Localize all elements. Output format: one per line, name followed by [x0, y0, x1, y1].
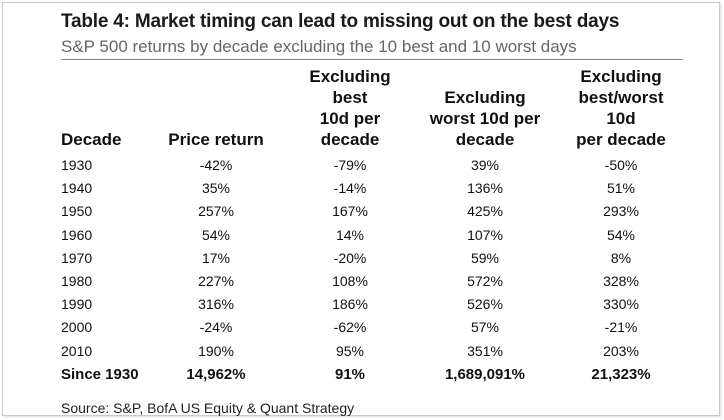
excl-worst-cell: 351% — [467, 342, 503, 359]
price-return-cell: 316% — [198, 296, 234, 313]
excl-worst-cell: 39% — [470, 157, 500, 173]
table-row: 1940 35% -14% 136% 51% — [61, 177, 683, 200]
decade-cell: 1980 — [61, 273, 93, 290]
excl-worst-cell: 107% — [467, 226, 503, 243]
source-note: Source: S&P, BofA US Equity & Quant Stra… — [61, 400, 355, 416]
excl-worst-cell: 526% — [467, 296, 503, 313]
column-header-decade: Decade — [61, 130, 122, 149]
total-excl-best-worst-cell: 21,323% — [591, 365, 651, 383]
decade-cell: 1950 — [61, 203, 93, 220]
excl-best-cell: 186% — [332, 296, 368, 313]
excl-best-worst-cell: 51% — [606, 180, 636, 197]
excl-best-worst-cell: 203% — [603, 342, 639, 359]
decade-cell: 2010 — [61, 342, 93, 359]
table-subtitle: S&P 500 returns by decade excluding the … — [61, 37, 577, 56]
decade-cell: 1960 — [61, 226, 93, 243]
excl-best-cell: 167% — [332, 203, 368, 220]
total-price-return-cell: 14,962% — [186, 365, 246, 383]
price-return-cell: 35% — [201, 180, 231, 197]
excl-best-worst-cell: 293% — [603, 203, 639, 220]
excl-best-cell: -20% — [333, 249, 367, 266]
excl-best-cell: 108% — [332, 273, 368, 290]
column-header-excl-worst: Excluding worst 10d per decade — [429, 88, 541, 149]
decade-cell: 2000 — [61, 319, 93, 336]
total-excl-worst-cell: 1,689,091% — [444, 365, 526, 383]
excl-best-worst-cell: 328% — [603, 273, 639, 290]
decade-cell: 1970 — [61, 249, 93, 266]
table-row: 1990 316% 186% 526% 330% — [61, 293, 683, 316]
decade-cell: 1940 — [61, 180, 93, 197]
header-row: Decade Price return Excluding best 10d p… — [61, 66, 683, 154]
excl-best-worst-cell: 330% — [603, 296, 639, 313]
price-return-cell: 227% — [198, 273, 234, 290]
excl-best-cell: -62% — [333, 319, 367, 336]
returns-table: Decade Price return Excluding best 10d p… — [61, 66, 683, 386]
total-label-cell: Since 1930 — [61, 365, 139, 383]
price-return-cell: -42% — [199, 157, 233, 173]
decade-cell: 1990 — [61, 296, 93, 313]
price-return-cell: 257% — [198, 203, 234, 220]
excl-best-worst-cell: 54% — [606, 226, 636, 243]
table-row: 1970 17% -20% 59% 8% — [61, 247, 683, 270]
excl-worst-cell: 425% — [467, 203, 503, 220]
title-divider — [61, 59, 683, 60]
table-row: 2000 -24% -62% 57% -21% — [61, 316, 683, 339]
column-header-price-return: Price return — [168, 130, 264, 149]
table-row: 1930 -42% -79% 39% -50% — [61, 154, 683, 177]
price-return-cell: -24% — [199, 319, 233, 336]
table-row: 1960 54% 14% 107% 54% — [61, 224, 683, 247]
excl-best-worst-cell: -21% — [604, 319, 638, 336]
excl-best-cell: -79% — [333, 157, 367, 173]
excl-best-cell: 95% — [335, 342, 365, 359]
table-row: 1980 227% 108% 572% 328% — [61, 270, 683, 293]
table-row: 1950 257% 167% 425% 293% — [61, 200, 683, 223]
excl-worst-cell: 136% — [467, 180, 503, 197]
excl-best-cell: 14% — [335, 226, 365, 243]
excl-worst-cell: 57% — [470, 319, 500, 336]
table-title: Table 4: Market timing can lead to missi… — [61, 11, 620, 32]
decade-cell: 1930 — [61, 157, 93, 173]
total-excl-best-cell: 91% — [334, 365, 366, 383]
excl-best-worst-cell: 8% — [610, 249, 632, 266]
price-return-cell: 17% — [201, 249, 231, 266]
total-row: Since 1930 14,962% 91% 1,689,091% 21,323… — [61, 363, 683, 386]
table-row: 2010 190% 95% 351% 203% — [61, 340, 683, 363]
price-return-cell: 190% — [198, 342, 234, 359]
excl-worst-cell: 59% — [470, 249, 500, 266]
column-header-excl-best-worst: Excluding best/worst 10d per decade — [576, 67, 666, 149]
excl-best-worst-cell: -50% — [604, 157, 638, 173]
column-header-excl-best: Excluding best 10d per decade — [309, 67, 391, 149]
excl-worst-cell: 572% — [467, 273, 503, 290]
table-frame: Table 4: Market timing can lead to missi… — [2, 2, 720, 416]
price-return-cell: 54% — [201, 226, 231, 243]
excl-best-cell: -14% — [333, 180, 367, 197]
